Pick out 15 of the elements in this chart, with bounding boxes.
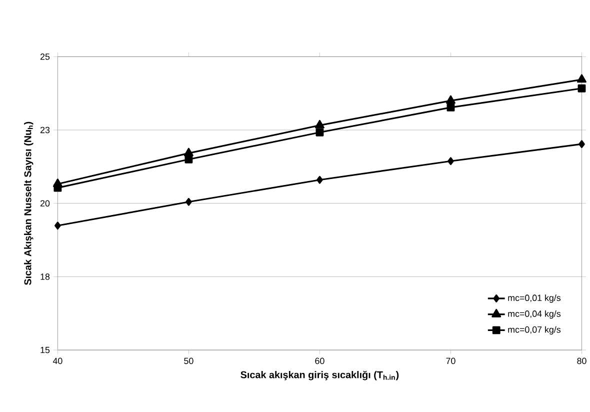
- legend-label: mc=0,04 kg/s: [508, 310, 561, 319]
- x-tick-label: 80: [577, 358, 586, 364]
- x-tick-label: 70: [446, 358, 456, 364]
- x-tick-label: 40: [52, 358, 62, 364]
- y-tick-label: 23: [40, 127, 50, 134]
- legend-label: mc=0,07 kg/s: [508, 326, 561, 335]
- x-tick-label: 50: [184, 358, 194, 364]
- y-tick-label: 25: [40, 54, 50, 60]
- y-tick-label: 20: [40, 200, 50, 207]
- y-axis-title: Sıcak Akışkan Nusselt Sayısı (Nu$_{h}$): [24, 122, 34, 286]
- y-tick-label: 15: [40, 347, 50, 354]
- y-tick-label: 18: [40, 274, 50, 280]
- x-axis-title: Sıcak akışkan giriş sıcaklığı (T$_{h.in}$): [240, 371, 399, 380]
- x-tick-label: 60: [315, 358, 324, 364]
- legend-label: mc=0,01 kg/s: [508, 294, 561, 303]
